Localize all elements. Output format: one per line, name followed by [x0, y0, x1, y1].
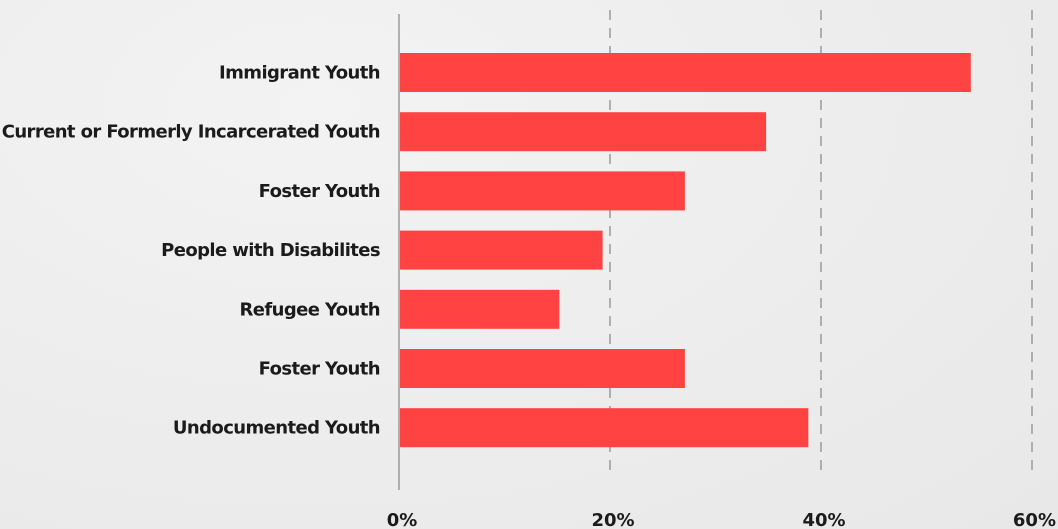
- category-label-3: People with Disabilites: [161, 240, 380, 261]
- bar-6: [400, 408, 809, 448]
- category-label-5: Foster Youth: [259, 359, 380, 380]
- bar-5: [400, 349, 685, 388]
- bar-2: [400, 171, 685, 211]
- bar-0: [400, 53, 971, 92]
- x-tick-label-40: 40%: [802, 510, 845, 529]
- bar-4: [400, 289, 560, 329]
- x-tick-label-0: 0%: [387, 510, 418, 529]
- x-tick-label-60: 60%: [1013, 510, 1056, 529]
- x-tick-labels: 0% 20% 40% 60%: [387, 510, 1056, 529]
- x-tick-label-20: 20%: [591, 510, 634, 529]
- category-label-6: Undocumented Youth: [173, 418, 380, 439]
- bars: [400, 53, 971, 448]
- category-label-1: Current or Formerly Incarcerated Youth: [2, 122, 380, 143]
- category-label-4: Refugee Youth: [240, 299, 380, 320]
- category-labels: Immigrant Youth Current or Formerly Incar…: [2, 63, 381, 439]
- bar-3: [400, 230, 603, 270]
- bar-1: [400, 112, 767, 152]
- category-label-2: Foster Youth: [259, 181, 380, 202]
- category-label-0: Immigrant Youth: [219, 63, 380, 84]
